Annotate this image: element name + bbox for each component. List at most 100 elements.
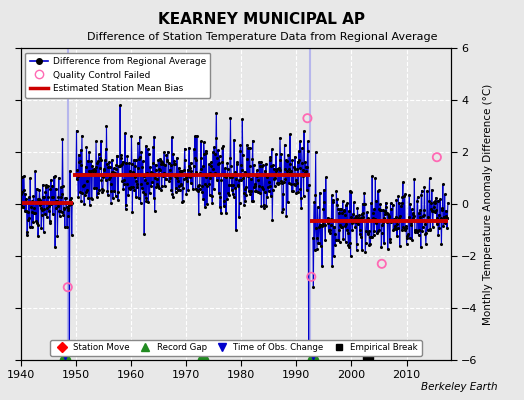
Point <box>289 188 297 194</box>
Point <box>234 183 243 189</box>
Point <box>143 180 151 187</box>
Point <box>156 167 164 173</box>
Point <box>298 160 307 167</box>
Point <box>415 227 423 234</box>
Point <box>365 242 374 248</box>
Point <box>21 190 29 197</box>
Point <box>188 172 196 178</box>
Legend: Station Move, Record Gap, Time of Obs. Change, Empirical Break: Station Move, Record Gap, Time of Obs. C… <box>50 340 421 356</box>
Point <box>58 208 66 215</box>
Point <box>341 223 349 229</box>
Point <box>443 225 451 232</box>
Point <box>309 284 318 290</box>
Point <box>135 134 144 140</box>
Point <box>73 167 82 173</box>
Point <box>309 350 317 357</box>
Point <box>34 222 42 228</box>
Point <box>113 152 121 159</box>
Point <box>357 234 365 241</box>
Point <box>365 228 373 234</box>
Point <box>81 164 90 170</box>
Point <box>173 154 181 161</box>
Point <box>357 211 366 217</box>
Point <box>186 165 194 171</box>
Point <box>272 151 280 157</box>
Point <box>167 187 176 194</box>
Point <box>114 189 123 196</box>
Point <box>97 177 106 183</box>
Point <box>152 167 160 174</box>
Point <box>166 170 174 177</box>
Point <box>413 198 421 204</box>
Point <box>291 153 299 160</box>
Point <box>204 172 212 178</box>
Point <box>280 172 288 178</box>
Point <box>149 160 157 166</box>
Point <box>75 158 84 164</box>
Point <box>434 212 443 218</box>
Point <box>323 218 331 224</box>
Point <box>380 211 389 218</box>
Point <box>156 156 164 162</box>
Point <box>314 216 322 223</box>
Point <box>61 195 70 202</box>
Point <box>158 182 166 189</box>
Point <box>319 206 328 212</box>
Point <box>41 189 50 196</box>
Point <box>154 183 162 189</box>
Point <box>376 207 384 214</box>
Point <box>191 133 199 140</box>
Point <box>402 240 411 247</box>
Point <box>132 178 140 185</box>
Point <box>44 183 52 190</box>
Point <box>239 174 247 181</box>
Point <box>173 175 181 181</box>
Point <box>406 201 414 208</box>
Point <box>106 174 114 180</box>
Point <box>271 171 279 177</box>
Point <box>423 226 432 233</box>
Point <box>50 200 58 206</box>
Point <box>400 225 408 232</box>
Point <box>293 165 301 172</box>
Point <box>324 227 333 234</box>
Point <box>108 168 116 175</box>
Point <box>331 242 339 248</box>
Point <box>363 230 372 236</box>
Point <box>129 157 138 163</box>
Point <box>443 214 452 221</box>
Point <box>198 188 206 195</box>
Point <box>256 190 264 196</box>
Point <box>425 175 434 181</box>
Point <box>195 182 203 188</box>
Point <box>123 181 131 187</box>
Point <box>292 190 301 196</box>
Point <box>75 158 83 165</box>
Point <box>112 193 120 200</box>
Point <box>256 170 265 177</box>
Point <box>103 188 112 194</box>
Point <box>420 184 429 190</box>
Point <box>385 214 393 220</box>
Point <box>333 206 342 212</box>
Point <box>292 180 301 187</box>
Point <box>337 224 345 230</box>
Point <box>417 192 425 198</box>
Point <box>160 183 169 189</box>
Point <box>138 164 147 170</box>
Point <box>244 172 252 179</box>
Point <box>397 200 406 206</box>
Point <box>398 194 407 200</box>
Point <box>37 224 46 231</box>
Point <box>103 161 111 167</box>
Point <box>394 225 402 232</box>
Point <box>351 215 359 222</box>
Point <box>164 172 172 178</box>
Point <box>142 198 150 205</box>
Point <box>175 182 183 189</box>
Point <box>42 182 50 188</box>
Point <box>151 175 159 181</box>
Point <box>130 187 138 193</box>
Point <box>428 186 436 193</box>
Point <box>418 228 427 234</box>
